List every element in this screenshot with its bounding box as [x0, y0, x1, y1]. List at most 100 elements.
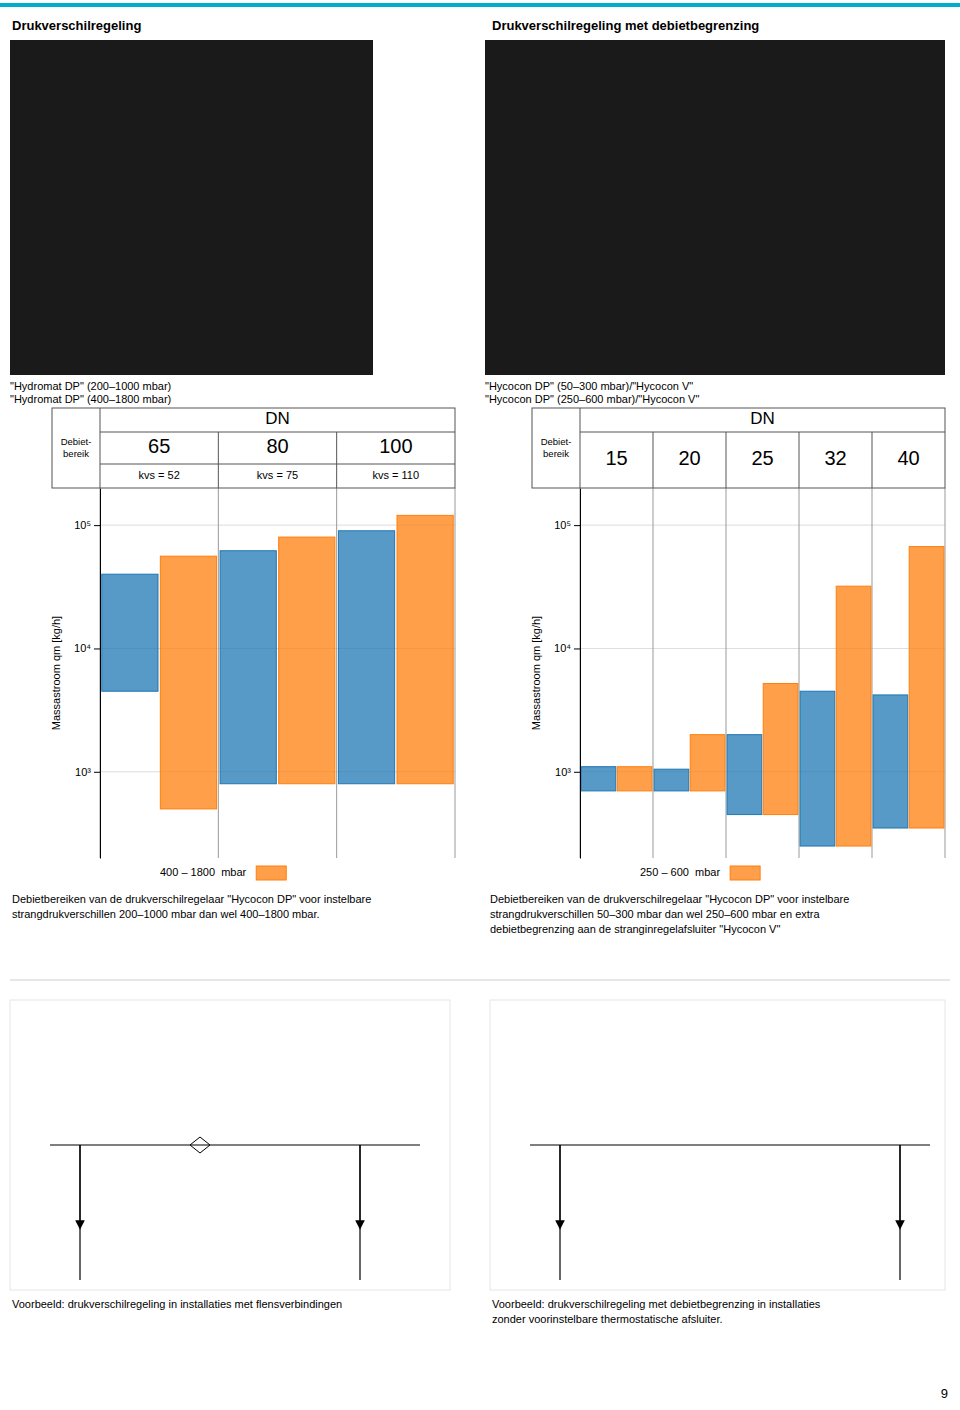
y-tick-mark [94, 525, 100, 526]
category-annotation: kvs = 52 [139, 469, 180, 481]
footer: Voorbeeld: drukverschilregeling met debi… [492, 1298, 821, 1310]
column-divider [580, 488, 581, 858]
photo-placeholder [10, 40, 373, 375]
page-title: Drukverschilregeling met debietbegrenzin… [492, 18, 759, 33]
y-axis-line [580, 489, 581, 859]
bar [581, 767, 616, 791]
pipe [899, 1145, 900, 1280]
flow-arrow [899, 1145, 900, 1225]
chart-title: DN [750, 409, 775, 428]
category-annotation: kvs = 75 [257, 469, 298, 481]
legend: 400 – 1800 mbar [160, 866, 286, 880]
row-header: bereik [63, 448, 89, 459]
pipe [79, 1145, 80, 1280]
column-divider [653, 488, 654, 858]
category-label: 32 [824, 447, 846, 469]
caption: debietbegrenzing aan de stranginregelafs… [490, 923, 780, 935]
bar [800, 691, 835, 846]
flow-arrow [79, 1145, 80, 1225]
column-divider [726, 488, 727, 858]
column-divider [218, 488, 219, 858]
legend-swatch [256, 866, 286, 880]
column-dividers [100, 488, 455, 858]
y-axis-line [100, 489, 101, 859]
page-title-group: Drukverschilregeling met debietbegrenzin… [492, 18, 759, 33]
bar [654, 769, 689, 791]
image-caption-group: "Hycocon DP" (250–600 mbar)/"Hycocon V" [485, 393, 699, 405]
bar [338, 531, 394, 784]
caption: strangdrukverschillen 200–1000 mbar dan … [12, 908, 320, 920]
category-label: 100 [379, 435, 412, 457]
table-rule [100, 464, 455, 465]
legend-label: 250 – 600 mbar [640, 866, 720, 878]
pipe [530, 1144, 930, 1145]
column-divider [945, 488, 946, 858]
flow-arrow [359, 1145, 360, 1225]
y-tick-mark [574, 772, 580, 773]
category-label: 40 [897, 447, 919, 469]
table-rule [726, 432, 727, 488]
image-caption-group: "Hycocon DP" (50–300 mbar)/"Hycocon V" [485, 380, 693, 392]
table-rule [799, 432, 800, 488]
y-tick-mark [94, 772, 100, 773]
row-header: bereik [543, 448, 569, 459]
grid-line [580, 648, 945, 649]
schematic [10, 1000, 450, 1290]
y-tick: 10⁵ [554, 519, 580, 531]
caption-group: Debietbereiken van de drukverschilregela… [12, 893, 371, 920]
separator [10, 980, 950, 981]
bars [581, 547, 944, 846]
caption: Debietbereiken van de drukverschilregela… [490, 893, 849, 905]
chart: 10³10⁴10⁵Massastroom qm [kg/h]DNDebiet-b… [490, 408, 945, 935]
table-rule [336, 432, 337, 488]
bar [873, 695, 908, 828]
grid-line [580, 525, 945, 526]
image-caption: "Hycocon DP" (50–300 mbar)/"Hycocon V" [485, 380, 693, 392]
y-tick-mark [574, 525, 580, 526]
y-tick-label: 10⁵ [554, 519, 571, 531]
schematic [490, 1000, 945, 1290]
y-axis: 10³10⁴10⁵ [74, 489, 100, 859]
table-rule [580, 432, 945, 433]
bar [279, 537, 335, 784]
chart-title: DN [265, 409, 290, 428]
category-label: 20 [678, 447, 700, 469]
bar-series [160, 515, 453, 809]
column-divider [336, 488, 337, 858]
schematic-frame [490, 1000, 945, 1290]
y-tick-mark [574, 648, 580, 649]
bar [102, 574, 158, 691]
image-caption: "Hydromat DP" (400–1800 mbar) [10, 393, 171, 405]
column-dividers [580, 488, 945, 858]
table-frame [52, 408, 455, 488]
column-divider [872, 488, 873, 858]
header-line [0, 3, 960, 7]
y-axis-title: Massastroom qm [kg/h] [50, 616, 62, 730]
category-label: 80 [266, 435, 288, 457]
bar [690, 735, 725, 791]
legend: 250 – 600 mbar [640, 866, 760, 880]
y-tick-mark [94, 648, 100, 649]
category-label: 25 [751, 447, 773, 469]
photo-placeholder [485, 40, 945, 375]
chart: 10³10⁴10⁵Massastroom qm [kg/h]DNDebiet-b… [12, 408, 455, 920]
y-tick: 10⁵ [74, 519, 100, 531]
bar [397, 515, 453, 783]
table-rule [100, 408, 101, 488]
row-header: Debiet- [541, 436, 572, 447]
y-axis-title: Massastroom qm [kg/h] [530, 616, 542, 730]
header-table: DNDebiet-bereik6580100kvs = 52kvs = 75kv… [52, 408, 455, 488]
bar [617, 767, 652, 791]
bars [102, 515, 453, 809]
column-divider [100, 488, 101, 858]
y-tick-label: 10⁴ [74, 642, 91, 654]
category-label: 15 [605, 447, 627, 469]
footer-group: Voorbeeld: drukverschilregeling met debi… [492, 1298, 821, 1325]
y-tick-label: 10³ [555, 766, 571, 778]
bar-series [617, 547, 944, 846]
footer-group: Voorbeeld: drukverschilregeling in insta… [12, 1298, 342, 1310]
y-tick: 10⁴ [74, 642, 100, 654]
page: Drukverschilregeling Drukverschilregeling… [0, 0, 960, 1410]
caption: strangdrukverschillen 50–300 mbar dan we… [490, 908, 820, 920]
page-title-group: Drukverschilregeling [12, 18, 141, 33]
